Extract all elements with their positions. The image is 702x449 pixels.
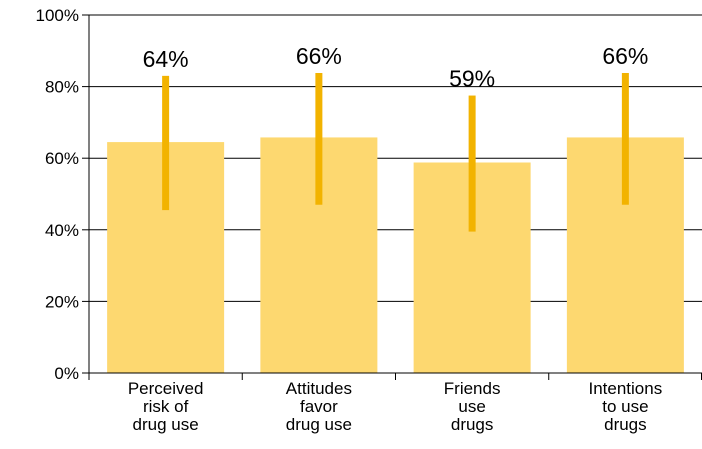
data-label: 66% — [296, 43, 342, 69]
error-bar — [621, 72, 629, 205]
error-bar — [162, 75, 170, 211]
x-category-label: Perceived — [128, 379, 204, 398]
y-tick-label: 40% — [45, 221, 79, 240]
x-category-label: favor — [300, 397, 338, 416]
data-label: 59% — [449, 66, 495, 92]
x-category-label: drug use — [133, 415, 199, 434]
x-category-label: Friends — [444, 379, 501, 398]
y-tick-label: 80% — [45, 78, 79, 97]
error-bar — [315, 72, 323, 205]
data-label: 66% — [602, 43, 648, 69]
x-category-label: Intentions — [589, 379, 663, 398]
y-tick-label: 60% — [45, 149, 79, 168]
x-category-label: drugs — [604, 415, 647, 434]
x-category-label: drug use — [286, 415, 352, 434]
error-bar — [468, 95, 476, 232]
y-tick-label: 0% — [54, 364, 79, 383]
x-category-label: use — [458, 397, 485, 416]
data-label: 64% — [143, 46, 189, 72]
y-tick-label: 20% — [45, 292, 79, 311]
x-category-label: to use — [602, 397, 648, 416]
x-category-label: drugs — [451, 415, 494, 434]
x-category-label: risk of — [143, 397, 189, 416]
x-category-label: Attitudes — [286, 379, 352, 398]
y-tick-label: 100% — [36, 6, 79, 25]
